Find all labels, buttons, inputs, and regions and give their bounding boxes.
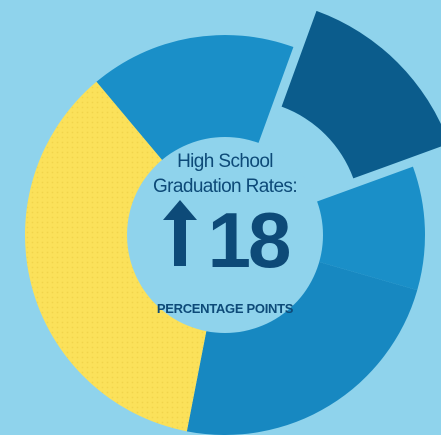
donut-ring (24, 10, 441, 435)
ring-segment (314, 166, 426, 291)
headline-unit: PERCENTAGE POINTS (157, 301, 294, 316)
ring-texture (24, 81, 207, 432)
headline-value: 18 (208, 196, 289, 284)
ring-segment (96, 35, 294, 163)
headline-line: High School (177, 151, 273, 172)
ring-segment (186, 261, 418, 435)
donut-hole (127, 137, 323, 333)
up-arrow (163, 200, 197, 266)
exploded-segment (281, 10, 441, 179)
headline-line: Graduation Rates: (153, 176, 297, 197)
